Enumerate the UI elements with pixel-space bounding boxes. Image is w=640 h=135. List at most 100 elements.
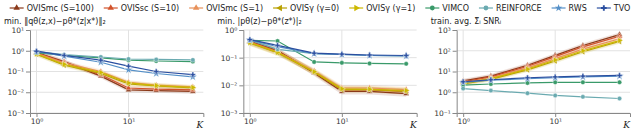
x-axis: 10⁰ 10¹ (244, 113, 417, 126)
tick-label: 10¹ (123, 117, 136, 126)
tick: 10¹ (123, 113, 136, 126)
series-marker (98, 58, 103, 63)
series-line (463, 76, 619, 82)
grid-line-y (243, 30, 416, 31)
series-marker (62, 53, 67, 58)
series-line (250, 40, 406, 56)
tick-label: 10¹ (438, 67, 451, 76)
series-line (463, 36, 619, 82)
series-line (463, 82, 619, 85)
axis-line (31, 114, 204, 118)
series-marker (553, 93, 558, 98)
legend-item: OVISmc (S=1) (189, 4, 263, 13)
series-marker (617, 96, 622, 101)
series-marker (404, 62, 409, 67)
tick-label: 10¹ (549, 117, 562, 126)
series-marker (154, 57, 159, 62)
series-marker (191, 84, 196, 90)
tick-mark (453, 92, 457, 93)
legend-label: OVISγ (γ=1) (366, 4, 415, 13)
tick-label: 10¹ (11, 26, 24, 35)
tick-label: 10⁰ (244, 117, 257, 126)
series-line (463, 41, 619, 84)
tick: 10⁰ (31, 113, 44, 126)
panel: 10⁰10¹10⁻³10⁻²10⁻¹10⁰10¹min. ‖qθ(z,x)−pθ… (4, 17, 205, 130)
tick-label: 10² (438, 47, 451, 56)
tick-label: 10⁻³ (221, 109, 238, 118)
legend-label: VIMCO (442, 4, 469, 13)
y-axis: 10⁻¹10⁰10¹10²10³ (434, 26, 457, 118)
legend-item: OVISsc (S=10) (104, 4, 179, 13)
series-marker (461, 86, 466, 91)
y-axis-title: train. avg. Σ̃ᵢ SNRᵢ (431, 17, 502, 26)
legend-swatch-marker (276, 5, 282, 11)
series-marker (553, 74, 558, 79)
panel: 10⁰10¹10⁻¹10⁰10¹10²10³train. avg. Σ̃ᵢ SN… (431, 17, 632, 130)
tick: 10⁻² (221, 81, 244, 90)
tick-label: 10¹ (336, 117, 349, 126)
legend-item: TVO (597, 4, 631, 13)
axis-line (453, 31, 458, 114)
series-marker (460, 78, 466, 83)
tick-mark (453, 51, 457, 52)
tick-label: 10⁰ (225, 26, 238, 35)
tick: 10⁻¹ (434, 109, 457, 118)
band (36, 52, 192, 90)
series-line (250, 40, 406, 63)
legend-swatch-marker (193, 4, 199, 10)
grid-line-y (30, 30, 203, 31)
grid-line-x (341, 30, 342, 113)
band (463, 39, 619, 86)
series-marker (97, 58, 105, 66)
series-marker (581, 48, 586, 54)
tick-label: 10⁰ (438, 88, 451, 97)
tick-mark (239, 58, 243, 59)
band (250, 39, 406, 92)
series-line (463, 75, 619, 81)
series-marker (339, 51, 344, 56)
series-marker (312, 60, 317, 65)
tick: 10⁰ (11, 47, 30, 56)
series-marker (367, 52, 372, 57)
series-marker (34, 49, 39, 54)
band (36, 52, 192, 90)
series-marker (488, 77, 493, 82)
tick: 10⁻³ (221, 109, 244, 118)
series-line (250, 40, 406, 56)
series-marker (487, 76, 492, 82)
tick-mark (26, 51, 30, 52)
y-axis: 10⁻³10⁻²10⁻¹10⁰ (221, 26, 244, 118)
grid-line-x (463, 30, 464, 113)
series-marker (340, 86, 345, 92)
series-marker (152, 69, 160, 77)
tick: 10⁻¹ (7, 67, 30, 76)
grid (243, 30, 416, 113)
legend-item: OVISγ (γ=1) (349, 4, 415, 13)
legend-item: OVISmc (S=100) (10, 4, 94, 13)
series-marker (460, 79, 465, 84)
legend-label: OVISmc (S=1) (206, 4, 263, 13)
series-line (250, 40, 406, 56)
series-marker (489, 76, 494, 82)
tick: 10⁻³ (7, 109, 30, 118)
grid (457, 30, 630, 113)
series-marker (154, 69, 159, 74)
tick-label: 10⁻¹ (434, 109, 451, 118)
tick-label: 10⁰ (457, 117, 470, 126)
x-axis-title: K (196, 120, 205, 130)
legend-swatch-marker (601, 5, 607, 11)
legend-swatch-marker (484, 6, 489, 11)
y-axis-title: min. ‖qθ(z,x)−pθ*(z|x*)‖₂ (4, 17, 106, 26)
series-line (36, 52, 192, 77)
x-axis-title: K (409, 120, 418, 130)
series-marker (617, 80, 622, 85)
x-axis: 10⁰ 10¹ (457, 113, 630, 126)
series-marker (581, 95, 586, 100)
tick-label: 10⁻³ (7, 109, 24, 118)
series-marker (404, 87, 409, 93)
plot-area (459, 31, 624, 101)
series-marker (311, 51, 316, 56)
grid-line-y (30, 71, 203, 72)
series-marker (525, 75, 530, 80)
legend-label: OVISsc (S=10) (121, 4, 179, 13)
